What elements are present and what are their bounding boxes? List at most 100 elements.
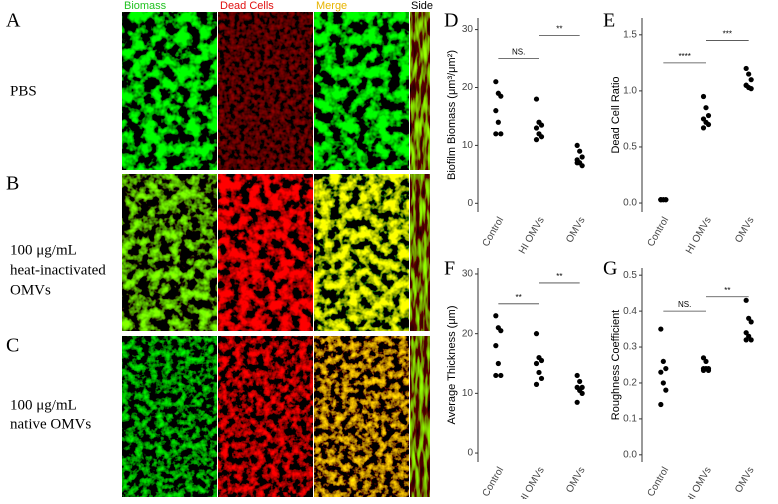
data-point — [498, 328, 504, 334]
data-point — [493, 131, 499, 137]
panel-label: 100 μg/mL — [10, 242, 77, 258]
merge-image — [314, 336, 409, 497]
y-tick-label: 0.0 — [623, 449, 637, 460]
dead-cells-image — [218, 174, 313, 331]
column-header: Dead Cells — [220, 0, 274, 12]
data-point — [663, 365, 669, 372]
data-point — [748, 86, 754, 92]
panel-letter: C — [6, 335, 19, 357]
y-axis-label: Biofilm Biomass (μm³/μm²) — [446, 50, 458, 180]
data-point — [748, 77, 754, 83]
data-point — [533, 137, 540, 143]
column-header: Merge — [316, 0, 347, 12]
data-point — [705, 112, 712, 119]
y-tick-label: 10 — [462, 388, 474, 399]
data-point — [660, 380, 666, 386]
micrographs — [122, 12, 430, 497]
data-point — [705, 367, 712, 373]
panel-letter: F — [444, 258, 455, 280]
data-point — [495, 360, 501, 367]
significance-label: ** — [516, 293, 522, 302]
biomass-image — [122, 12, 217, 170]
y-tick-label: 0.4 — [623, 306, 637, 317]
panel-label: OMVs — [10, 282, 51, 298]
panel-letter: D — [444, 10, 458, 32]
data-point — [700, 367, 707, 373]
significance-label: NS. — [512, 48, 525, 57]
significance-label: ** — [556, 24, 562, 33]
y-tick-label: 1.5 — [623, 29, 637, 40]
significance-label: *** — [723, 30, 732, 39]
data-point — [574, 160, 580, 166]
significance-label: ** — [556, 272, 562, 281]
panel-label: native OMVs — [10, 416, 91, 432]
data-point — [579, 163, 585, 169]
x-tick-label: OMVs — [564, 465, 587, 495]
data-point — [658, 326, 664, 332]
panel-label: PBS — [10, 83, 37, 99]
x-tick-label: HI OMVs — [517, 215, 547, 256]
y-tick-label: 0.2 — [623, 378, 637, 389]
y-tick-label: 30 — [462, 269, 474, 280]
data-point — [579, 390, 585, 396]
x-tick-label: HI OMVs — [684, 465, 714, 499]
dead-cells-image — [218, 12, 313, 170]
x-tick-label: OMVs — [564, 215, 587, 245]
panel-label: heat-inactivated — [10, 262, 106, 278]
y-axis-label: Average Thickness (μm) — [446, 305, 458, 424]
data-point — [743, 297, 749, 303]
side-image — [410, 336, 430, 497]
panel-letter: A — [6, 10, 21, 32]
data-point — [703, 358, 709, 365]
data-point — [579, 154, 585, 160]
data-point — [703, 105, 709, 111]
data-point — [700, 125, 707, 131]
data-point — [498, 372, 504, 379]
data-point — [574, 142, 580, 149]
x-tick-label: HI OMVs — [684, 215, 714, 256]
data-point — [493, 108, 499, 114]
data-point — [705, 121, 712, 128]
y-tick-label: 0.0 — [623, 198, 637, 209]
data-point — [577, 148, 583, 154]
data-point — [533, 125, 540, 131]
data-point — [533, 381, 540, 387]
y-tick-label: 30 — [462, 24, 474, 35]
column-header: Biomass — [124, 0, 167, 12]
y-tick-label: 0.5 — [623, 142, 637, 153]
data-point — [748, 337, 754, 343]
data-point — [663, 387, 669, 393]
y-axis-label: Roughness Coefficient — [610, 310, 622, 420]
data-point — [574, 372, 580, 379]
column-header: Side — [411, 0, 433, 12]
data-point — [533, 360, 540, 367]
data-point — [498, 131, 504, 137]
data-point — [748, 319, 754, 325]
data-point — [533, 96, 540, 102]
significance-label: NS. — [678, 300, 691, 309]
x-tick-label: HI OMVs — [517, 465, 547, 499]
data-point — [538, 357, 545, 364]
significance-label: ** — [724, 286, 730, 295]
data-point — [538, 122, 545, 128]
y-tick-label: 0.3 — [623, 342, 637, 353]
y-tick-label: 0 — [467, 448, 473, 459]
panel-label: 100 μg/mL — [10, 397, 77, 413]
biomass-image — [122, 336, 217, 497]
data-point — [577, 378, 583, 385]
y-tick-label: 0.5 — [623, 270, 637, 281]
data-point — [493, 79, 499, 85]
data-point — [743, 65, 749, 72]
data-point — [658, 401, 664, 408]
data-point — [700, 93, 707, 100]
data-point — [743, 337, 749, 343]
x-tick-label: Control — [646, 465, 672, 498]
data-point — [536, 369, 542, 376]
data-point — [538, 134, 545, 140]
significance-label: **** — [678, 52, 690, 61]
panel-letter: E — [603, 10, 615, 32]
data-point — [498, 93, 504, 99]
y-axis-label: Dead Cell Ratio — [610, 76, 622, 153]
data-point — [658, 197, 664, 203]
